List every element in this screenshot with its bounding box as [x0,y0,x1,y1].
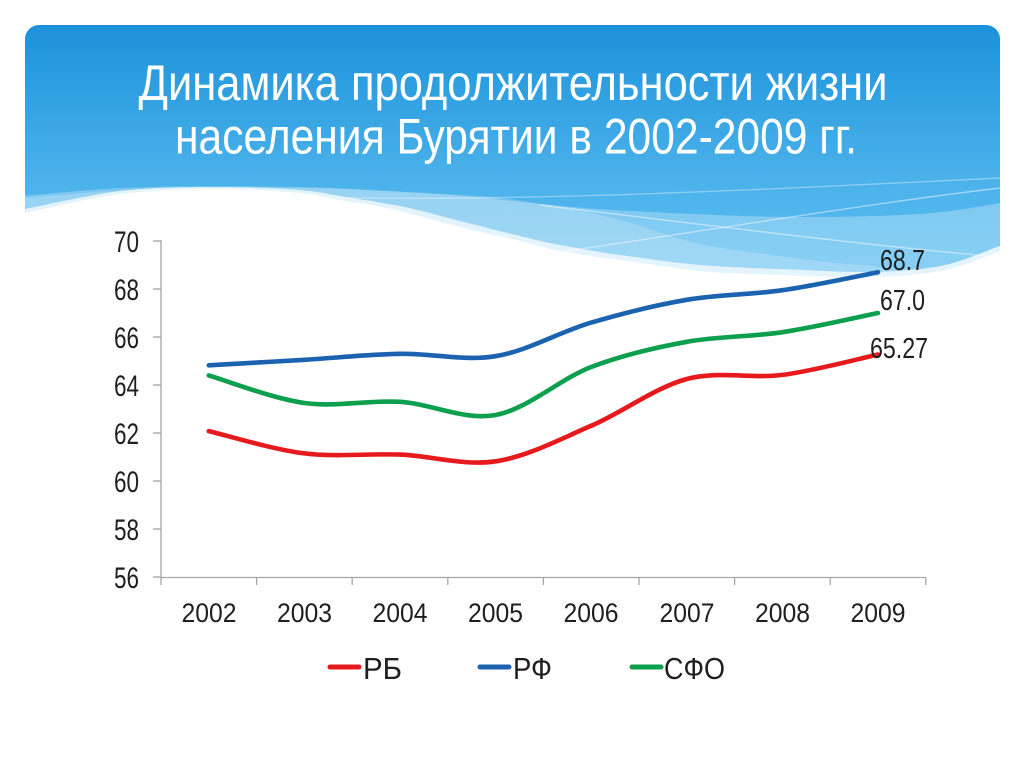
svg-text:2006: 2006 [564,598,619,628]
svg-text:62: 62 [114,418,139,451]
svg-text:РФ: РФ [513,651,552,686]
svg-text:68: 68 [114,274,139,307]
svg-text:СФО: СФО [664,651,725,686]
svg-text:65.27: 65.27 [870,333,928,365]
svg-text:населения Бурятии в 2002-2009: населения Бурятии в 2002-2009 гг. [175,109,857,165]
svg-text:2007: 2007 [660,598,715,628]
svg-text:2008: 2008 [755,598,810,628]
svg-text:70: 70 [114,226,139,259]
svg-text:2005: 2005 [468,598,523,628]
svg-text:64: 64 [114,370,139,403]
svg-text:58: 58 [114,514,139,547]
svg-text:56: 56 [114,562,139,595]
svg-text:68.7: 68.7 [880,245,925,277]
svg-text:67.0: 67.0 [880,285,925,317]
svg-text:Динамика продолжительности жиз: Динамика продолжительности жизни [139,55,888,111]
svg-text:2009: 2009 [851,598,906,628]
svg-text:2004: 2004 [373,598,428,628]
svg-text:60: 60 [114,466,139,499]
svg-text:2003: 2003 [277,598,332,628]
svg-text:РБ: РБ [363,651,402,686]
svg-text:66: 66 [114,322,139,355]
svg-text:2002: 2002 [182,598,237,628]
